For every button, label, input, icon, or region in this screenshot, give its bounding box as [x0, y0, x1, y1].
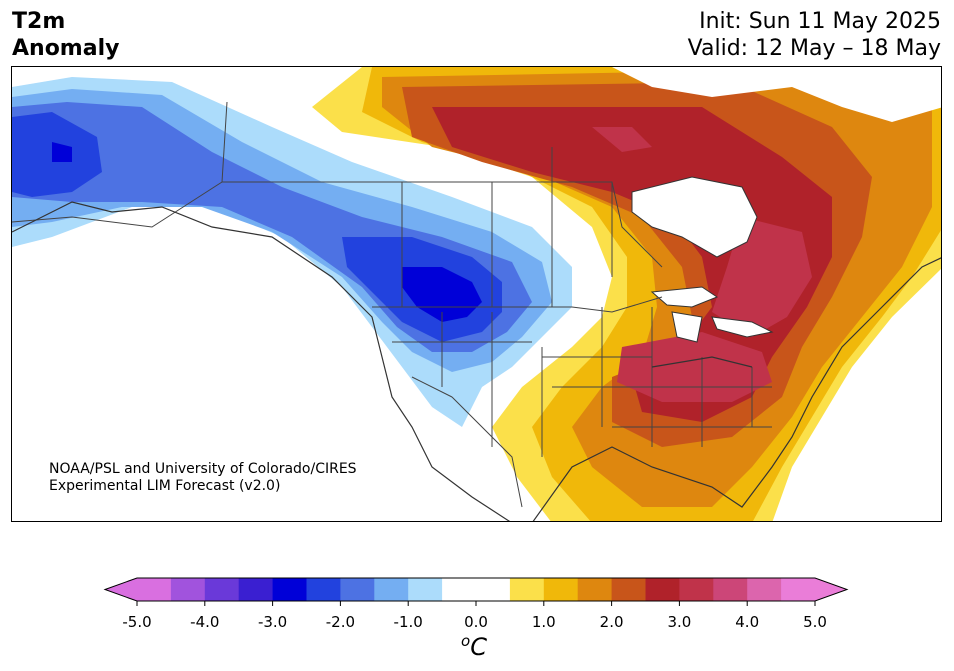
colorbar-tick-label: -4.0: [190, 613, 219, 631]
colorbar-tick-label: -3.0: [258, 613, 287, 631]
colorbar-bin: [340, 578, 375, 601]
anomaly-map: [12, 67, 941, 521]
valid-range: Valid: 12 May – 18 May: [687, 36, 941, 61]
cold-contour-5: [52, 142, 482, 322]
colorbar-bin: [306, 578, 341, 601]
colorbar-tick-label: -5.0: [122, 613, 151, 631]
init-date: Init: Sun 11 May 2025: [699, 9, 941, 34]
colorbar-bin: [137, 578, 172, 601]
title-line-1: T2m: [12, 9, 66, 34]
colorbar-bin: [170, 578, 206, 601]
credit-line-1: NOAA/PSL and University of Colorado/CIRE…: [49, 461, 357, 477]
title-line-2: Anomaly: [12, 36, 120, 61]
colorbar-tick-label: 0.0: [464, 613, 488, 631]
colorbar-bin: [747, 578, 782, 601]
colorbar-segments: [103, 577, 849, 602]
unit-degree: o: [461, 632, 471, 650]
great-lakes: [650, 286, 774, 343]
colorbar-bin: [645, 578, 680, 601]
colorbar-tick-label: 3.0: [667, 613, 691, 631]
unit-label: oC: [461, 632, 487, 661]
colorbar-bin: [272, 578, 307, 601]
colorbar-tick-label: 2.0: [600, 613, 624, 631]
colorbar-bin: [442, 578, 477, 601]
colorbar-over-arrow: [815, 578, 847, 601]
hudson-bay: [631, 176, 758, 258]
colorbar-bin: [509, 578, 545, 601]
colorbar-bin: [781, 578, 816, 601]
cold-contour-4: [12, 112, 502, 342]
colorbar-bin: [679, 578, 714, 601]
colorbar-tick-label: 5.0: [803, 613, 827, 631]
arctic-water: [612, 67, 941, 122]
colorbar-bin: [713, 578, 748, 601]
colorbar-bin: [611, 578, 646, 601]
colorbar-tick-label: -1.0: [394, 613, 423, 631]
coastlines: [12, 201, 941, 521]
data-credit: NOAA/PSL and University of Colorado/CIRE…: [49, 461, 357, 495]
colorbar-tick-label: -2.0: [326, 613, 355, 631]
forecast-dates: Init: Sun 11 May 2025 Valid: 12 May – 18…: [688, 8, 941, 62]
credit-line-2: Experimental LIM Forecast (v2.0): [49, 478, 281, 494]
colorbar-bin: [543, 578, 579, 601]
colorbar-bin: [577, 578, 613, 601]
colorbar-bin: [204, 578, 240, 601]
political-borders: [12, 101, 772, 508]
colorbar-ticks: -5.0 -4.0 -3.0 -2.0 -1.0 0.0 1.0 2.0 3.0 4.0 5.0: [122, 601, 827, 631]
colorbar-tick-label: 1.0: [532, 613, 556, 631]
colorbar-bin: [476, 578, 511, 601]
colorbar-bin: [238, 578, 274, 601]
colorbar-tick-label: 4.0: [735, 613, 759, 631]
map-panel: [11, 66, 942, 522]
colorbar-bin: [408, 578, 443, 601]
colorbar-under-arrow: [105, 578, 137, 601]
colorbar-bin: [374, 578, 409, 601]
map-title: T2m Anomaly: [12, 8, 119, 62]
unit-main: C: [470, 633, 487, 661]
